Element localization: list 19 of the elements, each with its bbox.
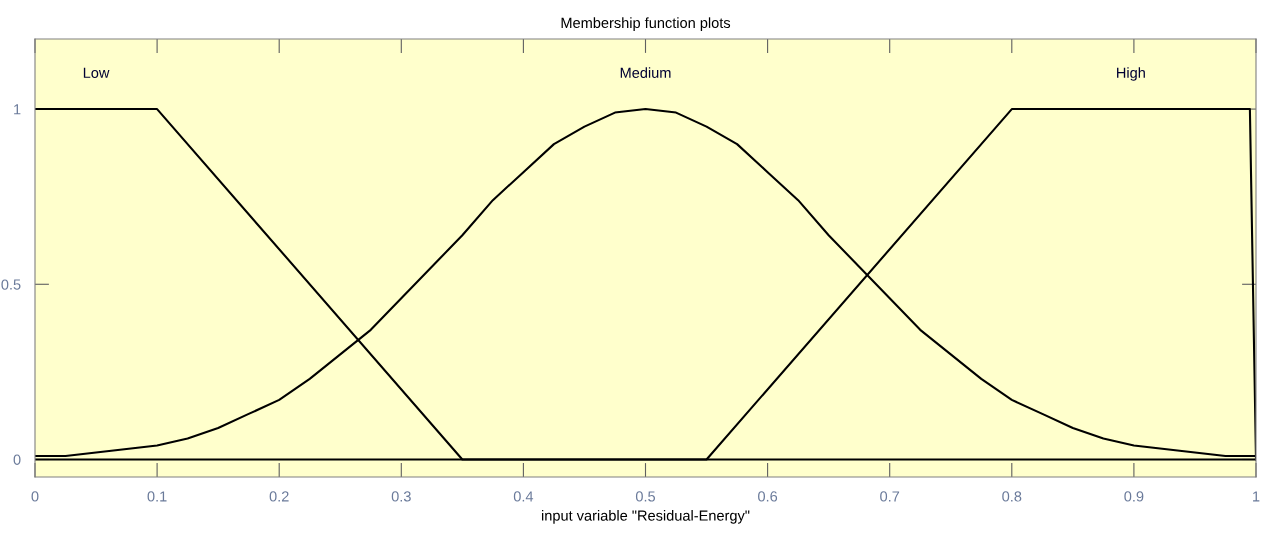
x-tick-label: 0.2 (269, 491, 289, 502)
x-tick-label: 0.5 (635, 491, 656, 502)
x-tick-label: 1 (1253, 491, 1260, 502)
text: Medium (620, 67, 671, 78)
chart-title: Membership function plots (561, 17, 731, 31)
x-tick-label: 0.8 (1002, 491, 1022, 502)
x-tick-label: 0.9 (1124, 491, 1144, 502)
y-tick-label: 1 (14, 104, 21, 115)
x-tick-label: 0.3 (391, 491, 411, 502)
y-tick-label: 0.5 (1, 279, 21, 290)
x-tick-label: 0 (31, 491, 39, 502)
x-tick-label: 0.7 (880, 491, 900, 502)
x-tick-label: 0.4 (513, 491, 534, 502)
text: Low (83, 67, 110, 78)
series-label: High (1117, 67, 1145, 81)
x-tick-label: 0.6 (758, 491, 778, 502)
x-axis-title: input variable "Residual-Energy" (542, 510, 750, 524)
y-tick-label: 0 (13, 454, 21, 465)
x-tick-label: 0.1 (147, 491, 167, 502)
